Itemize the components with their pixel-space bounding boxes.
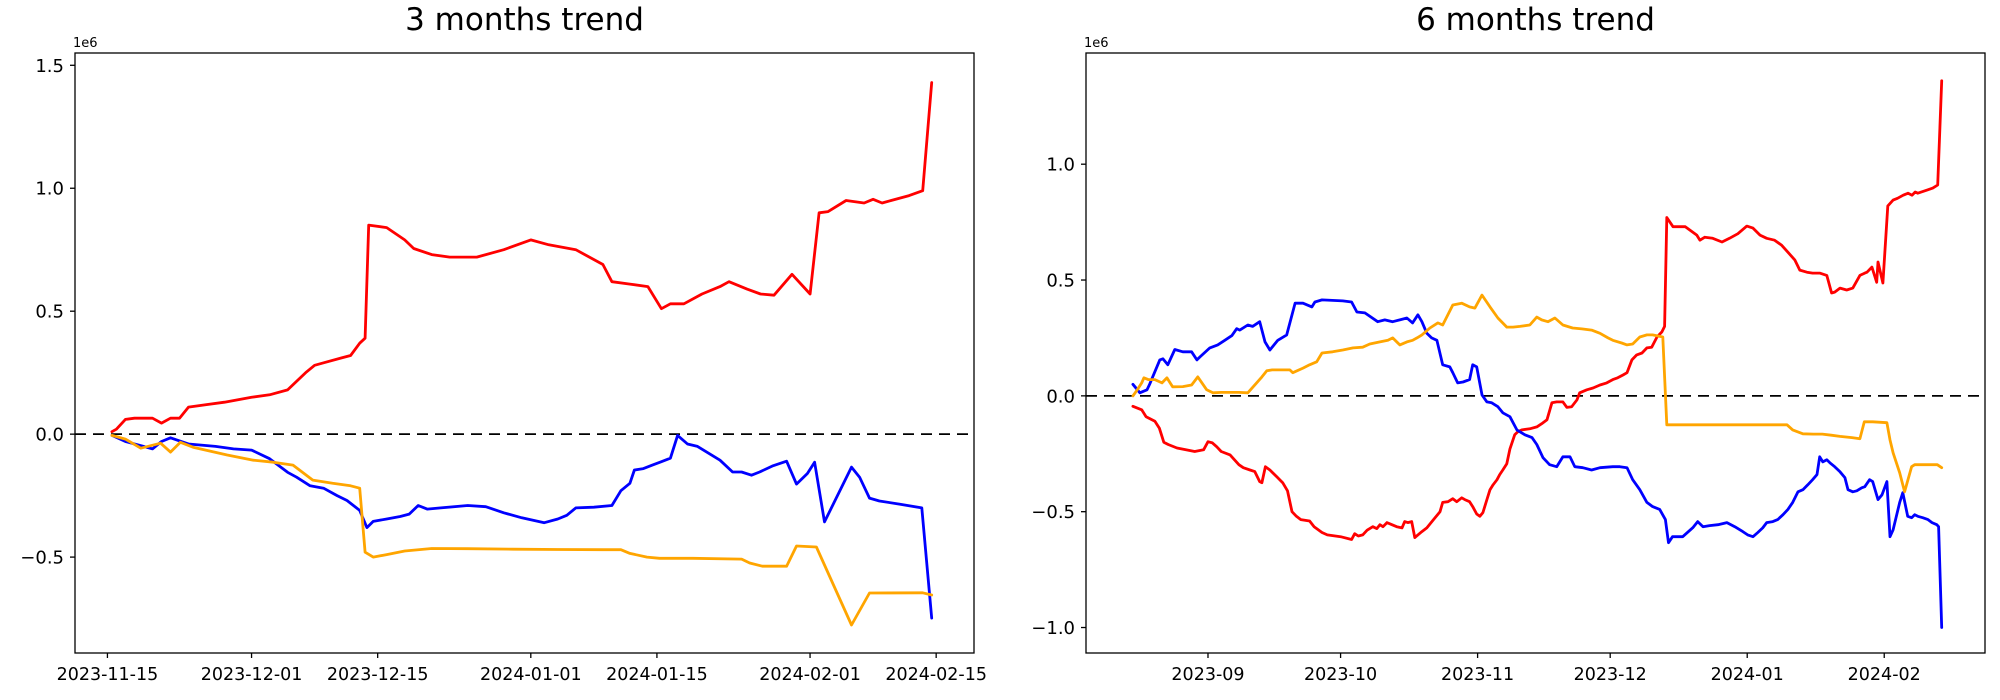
x-tick-label: 2023-12: [1574, 665, 1647, 685]
x-tick-label: 2023-10: [1304, 665, 1377, 685]
y-tick-label: −1.0: [1031, 618, 1075, 639]
x-tick-label: 2024-02: [1848, 665, 1921, 685]
x-tick-label: 2023-11: [1441, 665, 1514, 685]
orange-series-line: [110, 433, 934, 627]
y-tick-label: 0.5: [35, 302, 64, 323]
x-tick-label: 2023-12-15: [327, 665, 429, 685]
red-series-line: [1131, 79, 1944, 541]
y-tick-label: −0.5: [1031, 502, 1075, 523]
x-tick-label: 2024-02-15: [885, 665, 987, 685]
y-tick-label: −0.5: [20, 548, 64, 569]
x-tick-label: 2024-01-01: [480, 665, 582, 685]
red-series-line: [110, 81, 934, 434]
orange-series-line: [1131, 293, 1944, 494]
chart-title-6-months: 6 months trend: [1416, 2, 1655, 38]
y-axis-offset-label: 1e6: [1084, 36, 1109, 51]
x-tick-label: 2024-02-01: [759, 665, 861, 685]
y-tick-label: 0.5: [1046, 271, 1075, 292]
y-axis-offset-label: 1e6: [73, 36, 98, 51]
y-tick-label: 1.0: [35, 179, 64, 200]
x-tick-label: 2024-01: [1711, 665, 1784, 685]
y-tick-label: 1.0: [1046, 155, 1075, 176]
axes-frame: [74, 52, 975, 654]
x-tick-label: 2024-01-15: [606, 665, 708, 685]
axes-frame: [1085, 52, 1986, 654]
x-tick-label: 2023-12-01: [201, 665, 303, 685]
y-tick-label: 0.0: [35, 425, 64, 446]
chart-title-3-months: 3 months trend: [405, 2, 644, 38]
x-tick-label: 2023-11-15: [57, 665, 159, 685]
y-tick-label: 0.0: [1046, 386, 1075, 407]
x-tick-label: 2023-09: [1171, 665, 1244, 685]
y-tick-label: 1.5: [35, 56, 64, 77]
blue-series-line: [110, 433, 934, 620]
blue-series-line: [1131, 298, 1944, 629]
